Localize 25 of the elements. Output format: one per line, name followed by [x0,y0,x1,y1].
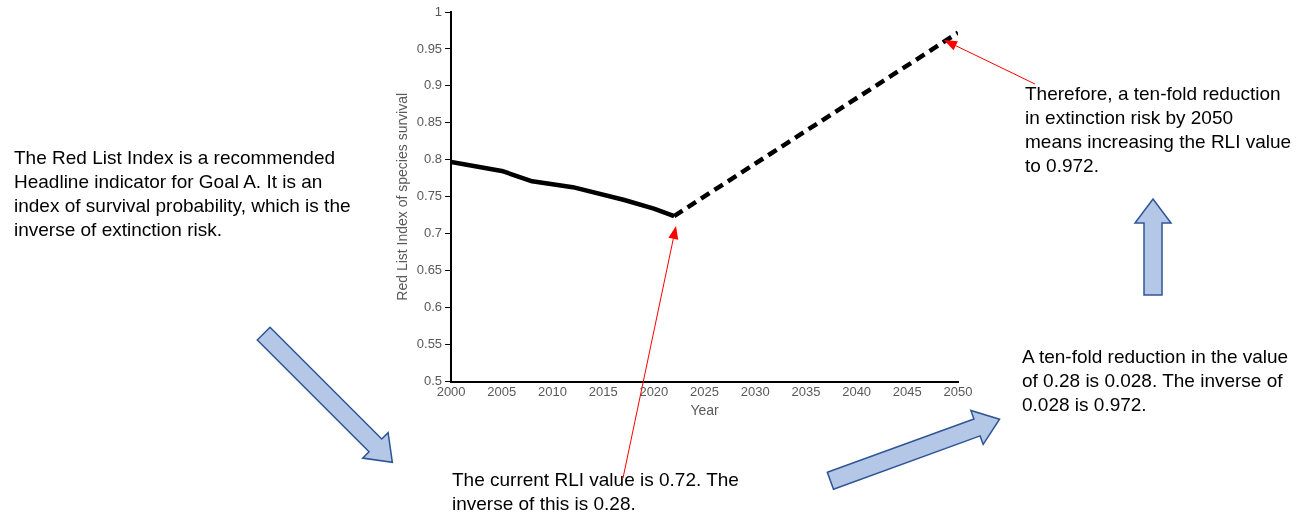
y-tick-label: 0.75 [416,188,443,204]
text: Therefore, a ten-fold reduction in extinction risk by 2050 means increasing the RLI value to 0.972. [1025,82,1293,178]
x-tick-label: 2005 [487,383,517,399]
x-tick-label: 2040 [842,383,872,399]
y-tick-label: 0.6 [424,299,443,315]
y-tick-label: 0.8 [424,151,443,167]
x-tick-label: 2035 [791,383,821,399]
y-tick-label: 0.9 [424,77,443,93]
x-tick-label: 2045 [892,383,922,399]
x-tick-label: 2015 [588,383,618,399]
x-tick-label: 2050 [943,383,973,399]
text: The Red List Index is a recommended Headline indicator for Goal A. It is an index of survival probability, which is the inverse of extinction risk. [14,146,352,242]
text: The current RLI value is 0.72. The inverse of this is 0.28. [452,468,740,516]
text: A ten-fold reduction in the value of 0.28 is 0.028. The inverse of 0.028 is 0.972. [1022,345,1290,417]
y-tick-label: 0.95 [416,40,443,56]
x-tick-label: 2010 [538,383,567,399]
y-tick-label: 0.55 [416,336,443,352]
x-tick-label: 2025 [690,383,720,399]
y-tick-label: 0.65 [416,262,443,278]
y-tick-label: 0.7 [424,225,443,241]
x-axis-title: Year [690,402,720,419]
y-tick-label: 0.85 [416,114,443,130]
y-axis-title: Red List Index of species survival [394,92,411,301]
y-tick-label: 1 [434,3,443,19]
x-tick-label: 2030 [740,383,770,399]
